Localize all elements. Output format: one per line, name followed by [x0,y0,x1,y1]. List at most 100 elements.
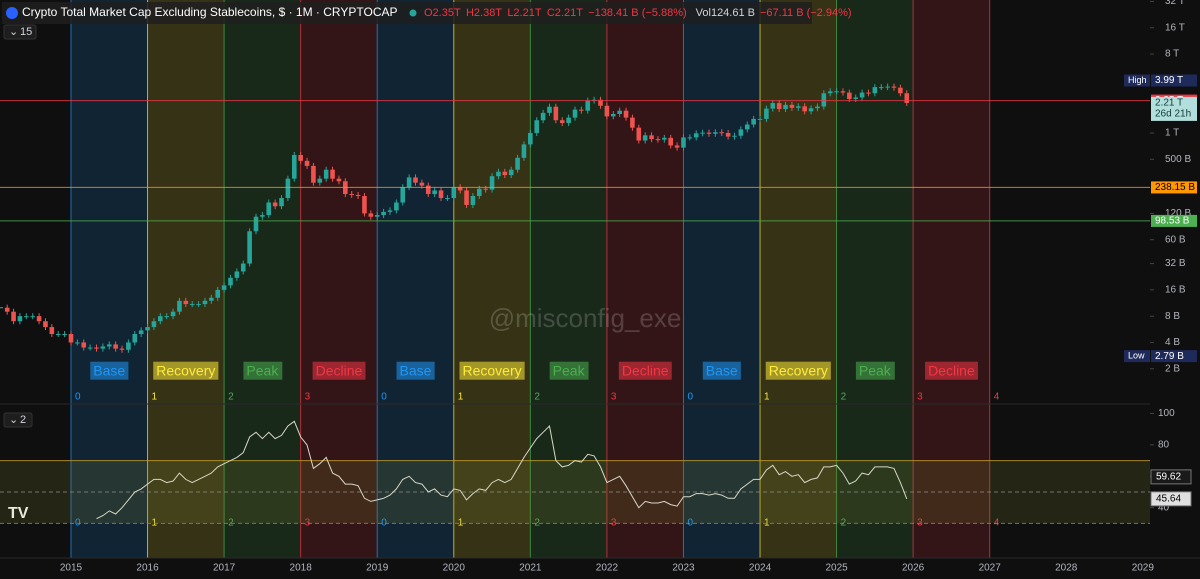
legend-toggle[interactable] [3,24,37,40]
candle-body [744,124,750,130]
candle-body [885,86,890,88]
candle-body [898,87,903,94]
candle-body [445,198,450,200]
phase-number: 0 [687,392,693,403]
candle-body [796,106,801,108]
candle-body [202,300,208,305]
phase-label: Recovery [769,363,828,379]
candle-body [387,210,393,212]
phase-chip [243,361,283,380]
candle-body [30,316,35,318]
phase-label: Peak [859,363,892,379]
phase-chip [765,361,831,380]
candle-body [725,132,731,137]
candle-body [470,195,476,205]
x-tick-label: 2024 [749,563,772,574]
candle-body [170,311,176,317]
candle-body [834,91,839,93]
phase-band [300,0,378,558]
candle-body [566,117,571,124]
candle-body [106,344,112,347]
y-tick-label: 1 T [1165,128,1179,139]
phase-number: 0 [687,518,693,529]
candle-body [24,316,29,318]
osc-legend-count: 2 [20,414,26,426]
phase-band [147,0,225,558]
y-tick-label: 80 [1158,439,1170,450]
osc-marker-label: 45.64 [1156,493,1181,504]
candle-body [700,132,705,134]
x-tick-label: 2021 [519,563,542,574]
ohlc-value: C2.21T [547,7,583,19]
candle-body [87,347,93,349]
candle-body [100,346,106,349]
candle-body [693,133,699,138]
candle-body [732,135,737,137]
candle-body [126,342,131,350]
phase-number: 3 [611,518,617,529]
candle-body [579,109,584,111]
candle-body [234,271,240,278]
phase-number: 4 [994,392,1000,403]
candle-body [266,202,272,216]
candle-body [681,137,686,148]
symbol-title[interactable]: Crypto Total Market Cap Excluding Stable… [22,5,398,19]
candle-body [808,108,814,112]
phase-number: 3 [917,392,923,403]
phase-number: 1 [458,392,464,403]
candle-body [311,165,316,183]
y-tick-label: 100 [1158,408,1175,419]
candle-body [770,103,776,109]
candle-body [394,202,399,211]
marker-bg [1151,96,1197,121]
phase-number: 1 [764,518,770,529]
candle-body [247,231,252,264]
phase-number: 2 [534,518,540,529]
candle-body [400,187,406,203]
x-tick-label: 2028 [1055,563,1078,574]
candle-body [617,110,622,114]
candle-body [508,169,514,176]
candle-body [119,348,125,350]
phase-label: Recovery [156,363,215,379]
phase-chip [855,361,895,380]
volume-value: −67.11 B (−2.94%) [760,7,852,19]
candle-body [872,87,878,94]
candle-body [827,91,833,94]
candle-body [457,187,463,191]
candle-body [374,215,380,217]
candle-body [68,333,74,343]
candle-body [821,93,827,107]
candle-body [840,91,846,93]
candle-body [572,109,578,118]
ohlc-value: −138.41 B (−5.88%) [588,7,686,19]
candle-body [81,342,87,348]
phase-band [913,0,990,558]
candle-body [132,333,138,343]
osc-line [96,420,908,520]
marker-label: 98.53 B [1155,216,1190,227]
marker-bg [1151,350,1197,363]
candle-body [757,118,763,120]
phase-label: Base [706,363,738,379]
candle-body [432,190,437,195]
osc-legend-toggle[interactable] [3,412,33,428]
candle-body [719,132,725,134]
x-tick-label: 2027 [979,563,1002,574]
candle-body [75,342,80,344]
osc-marker-bg [1150,469,1192,485]
candle-body [419,182,425,186]
candle-body [553,106,559,121]
phase-band [606,0,684,558]
candle-body [291,154,297,179]
phase-label: Base [400,363,432,379]
candle-body [751,118,756,125]
osc-chevron: ⌄ [9,414,18,426]
candle-body [521,144,527,158]
candle-body [164,316,169,318]
candle-body [253,216,259,232]
x-tick-label: 2026 [902,563,925,574]
phase-chip [396,361,435,380]
phase-number: 1 [764,392,770,403]
candle-body [789,104,795,108]
